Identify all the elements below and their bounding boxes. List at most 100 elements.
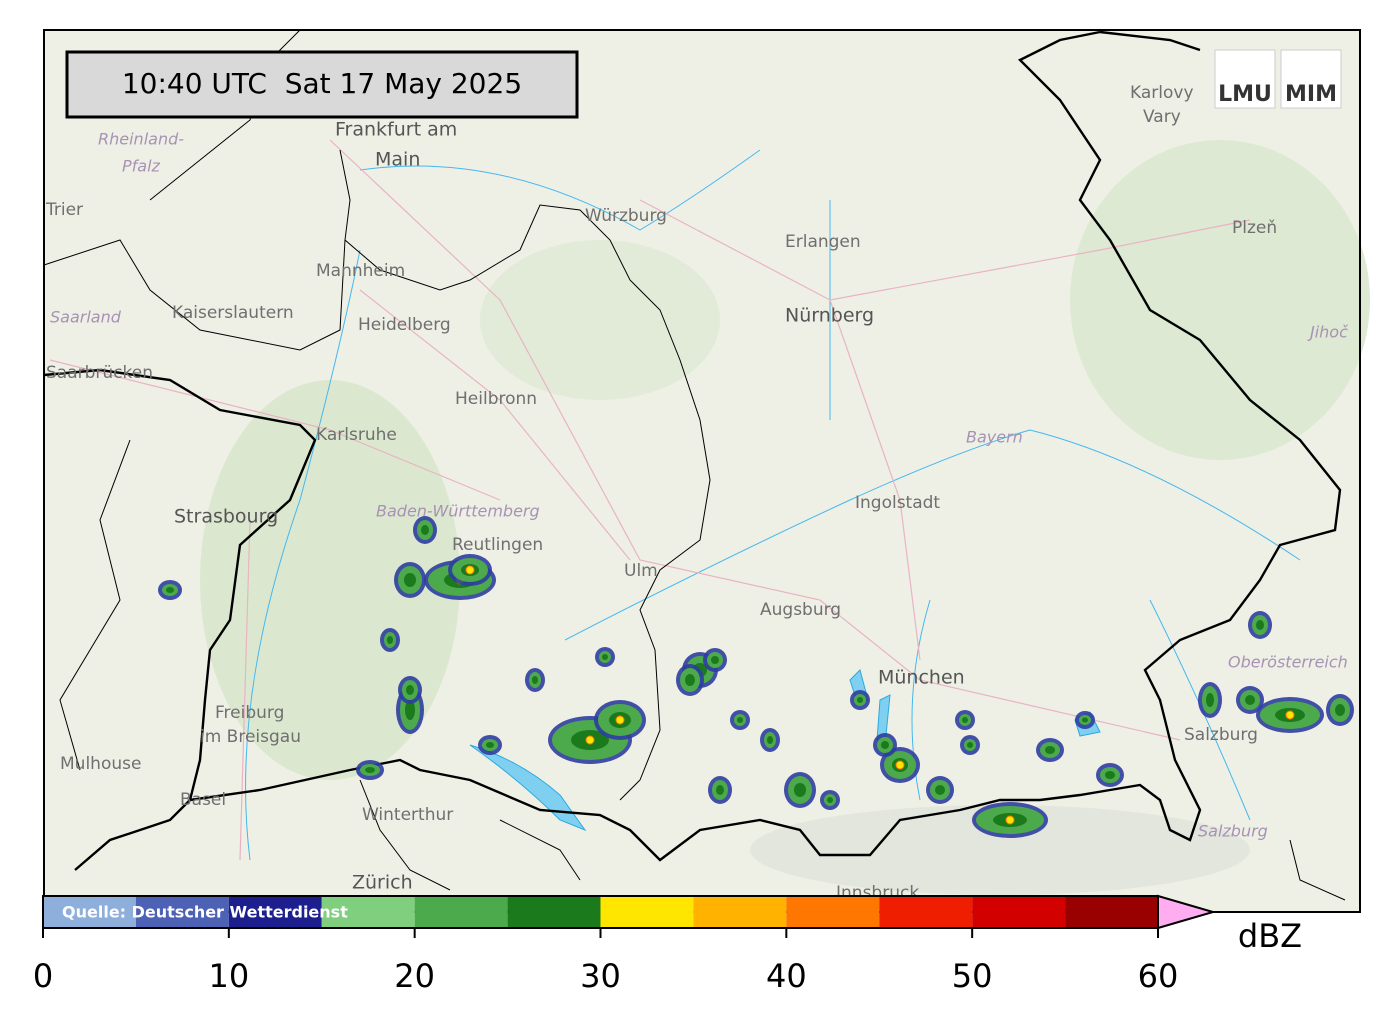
city-label: Salzburg <box>1184 725 1258 745</box>
city-label: Plzeň <box>1232 218 1277 238</box>
echo-peak <box>1005 815 1015 825</box>
colorbar-bin <box>507 896 601 928</box>
city-label: Zürich <box>352 872 413 894</box>
echo-core <box>685 674 695 686</box>
colorbar-bin <box>972 896 1066 928</box>
city-label: Erlangen <box>785 232 861 252</box>
city-label: Saarbrücken <box>46 363 153 383</box>
region-label: Saarland <box>50 308 122 327</box>
echo-core <box>711 656 719 664</box>
echo-peak <box>615 715 625 725</box>
city-label: Mulhouse <box>60 754 141 774</box>
echo-core <box>962 717 968 723</box>
city-label: im Breisgau <box>200 727 301 747</box>
colorbar-bin <box>321 896 415 928</box>
colorbar-tick-label: 40 <box>766 957 807 995</box>
echo-core <box>602 654 608 660</box>
city-label: Trier <box>45 200 83 220</box>
echo-core <box>486 742 494 748</box>
region-label: Oberösterreich <box>1228 653 1348 672</box>
region-label: Jihoč <box>1307 323 1349 342</box>
city-label: Nürnberg <box>785 305 874 327</box>
echo-core <box>1245 695 1255 705</box>
colorbar-bin <box>414 896 508 928</box>
city-labels: Frankfurt am Main Rheinland- Pfalz Trier… <box>45 83 1349 903</box>
echo-core <box>935 785 945 795</box>
region-label: Baden-Württemberg <box>376 502 540 521</box>
city-label: Mannheim <box>316 261 405 281</box>
city-label: Augsburg <box>760 600 841 620</box>
logo-text: MIM <box>1285 82 1337 107</box>
echo-core <box>716 785 724 795</box>
city-label: Basel <box>180 790 226 810</box>
echo-core <box>881 741 889 749</box>
colorbar-tick-label: 10 <box>208 957 249 995</box>
logo-box <box>1214 49 1276 109</box>
forest <box>200 380 460 780</box>
echo-core <box>767 736 773 744</box>
colorbar-tick-label: 0 <box>33 957 53 995</box>
colorbar-tick-label: 60 <box>1138 957 1179 995</box>
city-label: Main <box>375 149 420 171</box>
timestamp-background <box>65 50 579 119</box>
colorbar-tick-label: 20 <box>394 957 435 995</box>
echo-peak <box>895 760 905 770</box>
city-label: München <box>878 667 965 689</box>
echo-core <box>967 742 973 748</box>
echo-core <box>532 676 538 684</box>
echo-core <box>365 767 375 773</box>
echo-core <box>421 525 429 535</box>
echo-peak <box>465 565 475 575</box>
colorbar-bin <box>879 896 973 928</box>
logo-text: LMU <box>1218 82 1272 107</box>
city-label: Würzburg <box>585 206 667 226</box>
colorbar-bin <box>228 896 322 928</box>
timestamp-box: 10:40 UTC Sat 17 May 2025 <box>65 50 579 119</box>
logo: LMU MIM <box>1214 49 1342 109</box>
forest <box>1070 140 1370 460</box>
echo-core <box>794 783 806 797</box>
city-label: Freiburg <box>215 703 284 723</box>
lake <box>469 744 587 832</box>
colorbar-bin <box>600 896 694 928</box>
colorbar-bin <box>135 896 229 928</box>
rivers <box>245 149 1301 861</box>
echo-core <box>1335 704 1345 716</box>
country-borders <box>43 30 1342 871</box>
forest <box>480 240 720 400</box>
city-label: Ingolstadt <box>855 493 940 513</box>
echo-core <box>406 685 414 695</box>
region-label: Bayern <box>966 428 1023 447</box>
echo-core <box>1105 771 1115 779</box>
echo-core <box>737 717 743 723</box>
city-label: Reutlingen <box>452 535 543 555</box>
region-label: Pfalz <box>122 157 161 176</box>
alps <box>750 805 1250 895</box>
city-label: Karlovy <box>1130 83 1194 103</box>
roads <box>49 139 1251 861</box>
city-label: Vary <box>1143 107 1181 127</box>
city-label: Ulm <box>624 561 658 581</box>
echo-core <box>1045 746 1055 754</box>
city-label: Karlsruhe <box>316 425 397 445</box>
colorbar-bin <box>693 896 787 928</box>
city-label: Frankfurt am <box>335 119 457 141</box>
echo-core <box>404 573 416 587</box>
echo-peak <box>585 735 595 745</box>
colorbar-tick-label: 50 <box>952 957 993 995</box>
radar-echoes <box>158 516 1354 838</box>
echo-core <box>1082 717 1088 723</box>
region-label: Salzburg <box>1198 822 1268 841</box>
colorbar-tick-label: 30 <box>580 957 621 995</box>
logo-box <box>1280 49 1342 109</box>
city-label: Strasbourg <box>174 506 278 528</box>
echo-core <box>1256 620 1264 630</box>
state-borders <box>43 29 1346 901</box>
colorbar-bin <box>1065 896 1158 928</box>
map: Frankfurt am Main Rheinland- Pfalz Trier… <box>43 29 1370 913</box>
colorbar-bin <box>43 896 136 928</box>
echo-peak <box>1285 710 1295 720</box>
colorbar-bin <box>786 896 880 928</box>
region-label: Rheinland- <box>98 130 184 149</box>
echo-core <box>857 697 863 703</box>
